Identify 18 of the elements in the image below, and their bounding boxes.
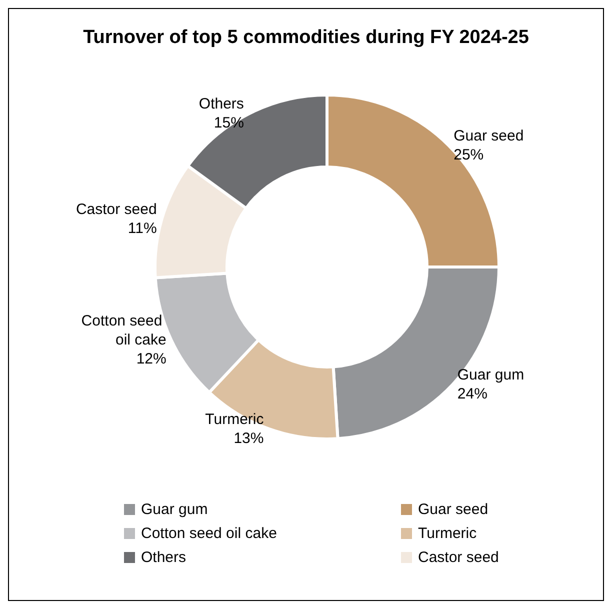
legend-label: Others [141, 549, 186, 566]
slice-label: Guar gum [457, 366, 524, 384]
slice-label: Others [198, 96, 244, 113]
data-label: 11% [128, 220, 157, 238]
data-label: 12% [136, 350, 166, 368]
slice-label: Cotton seed oil cake [81, 312, 166, 349]
legend-label: Guar seed [418, 501, 488, 518]
legend-label: Cotton seed oil cake [141, 525, 277, 542]
slice-label: Guar seed [454, 127, 524, 144]
chart-title: Turnover of top 5 commodities during FY 2024-25 [83, 27, 530, 48]
slice-label: Castor seed [76, 201, 157, 218]
legend-label: Guar gum [141, 501, 208, 518]
legend-label: Turmeric [418, 525, 478, 542]
slice-label: Turmeric [205, 410, 264, 428]
data-label: 13% [234, 430, 264, 447]
data-label: 25% [454, 146, 484, 164]
legend-label: Castor seed [418, 549, 499, 566]
data-label: 24% [457, 386, 488, 403]
